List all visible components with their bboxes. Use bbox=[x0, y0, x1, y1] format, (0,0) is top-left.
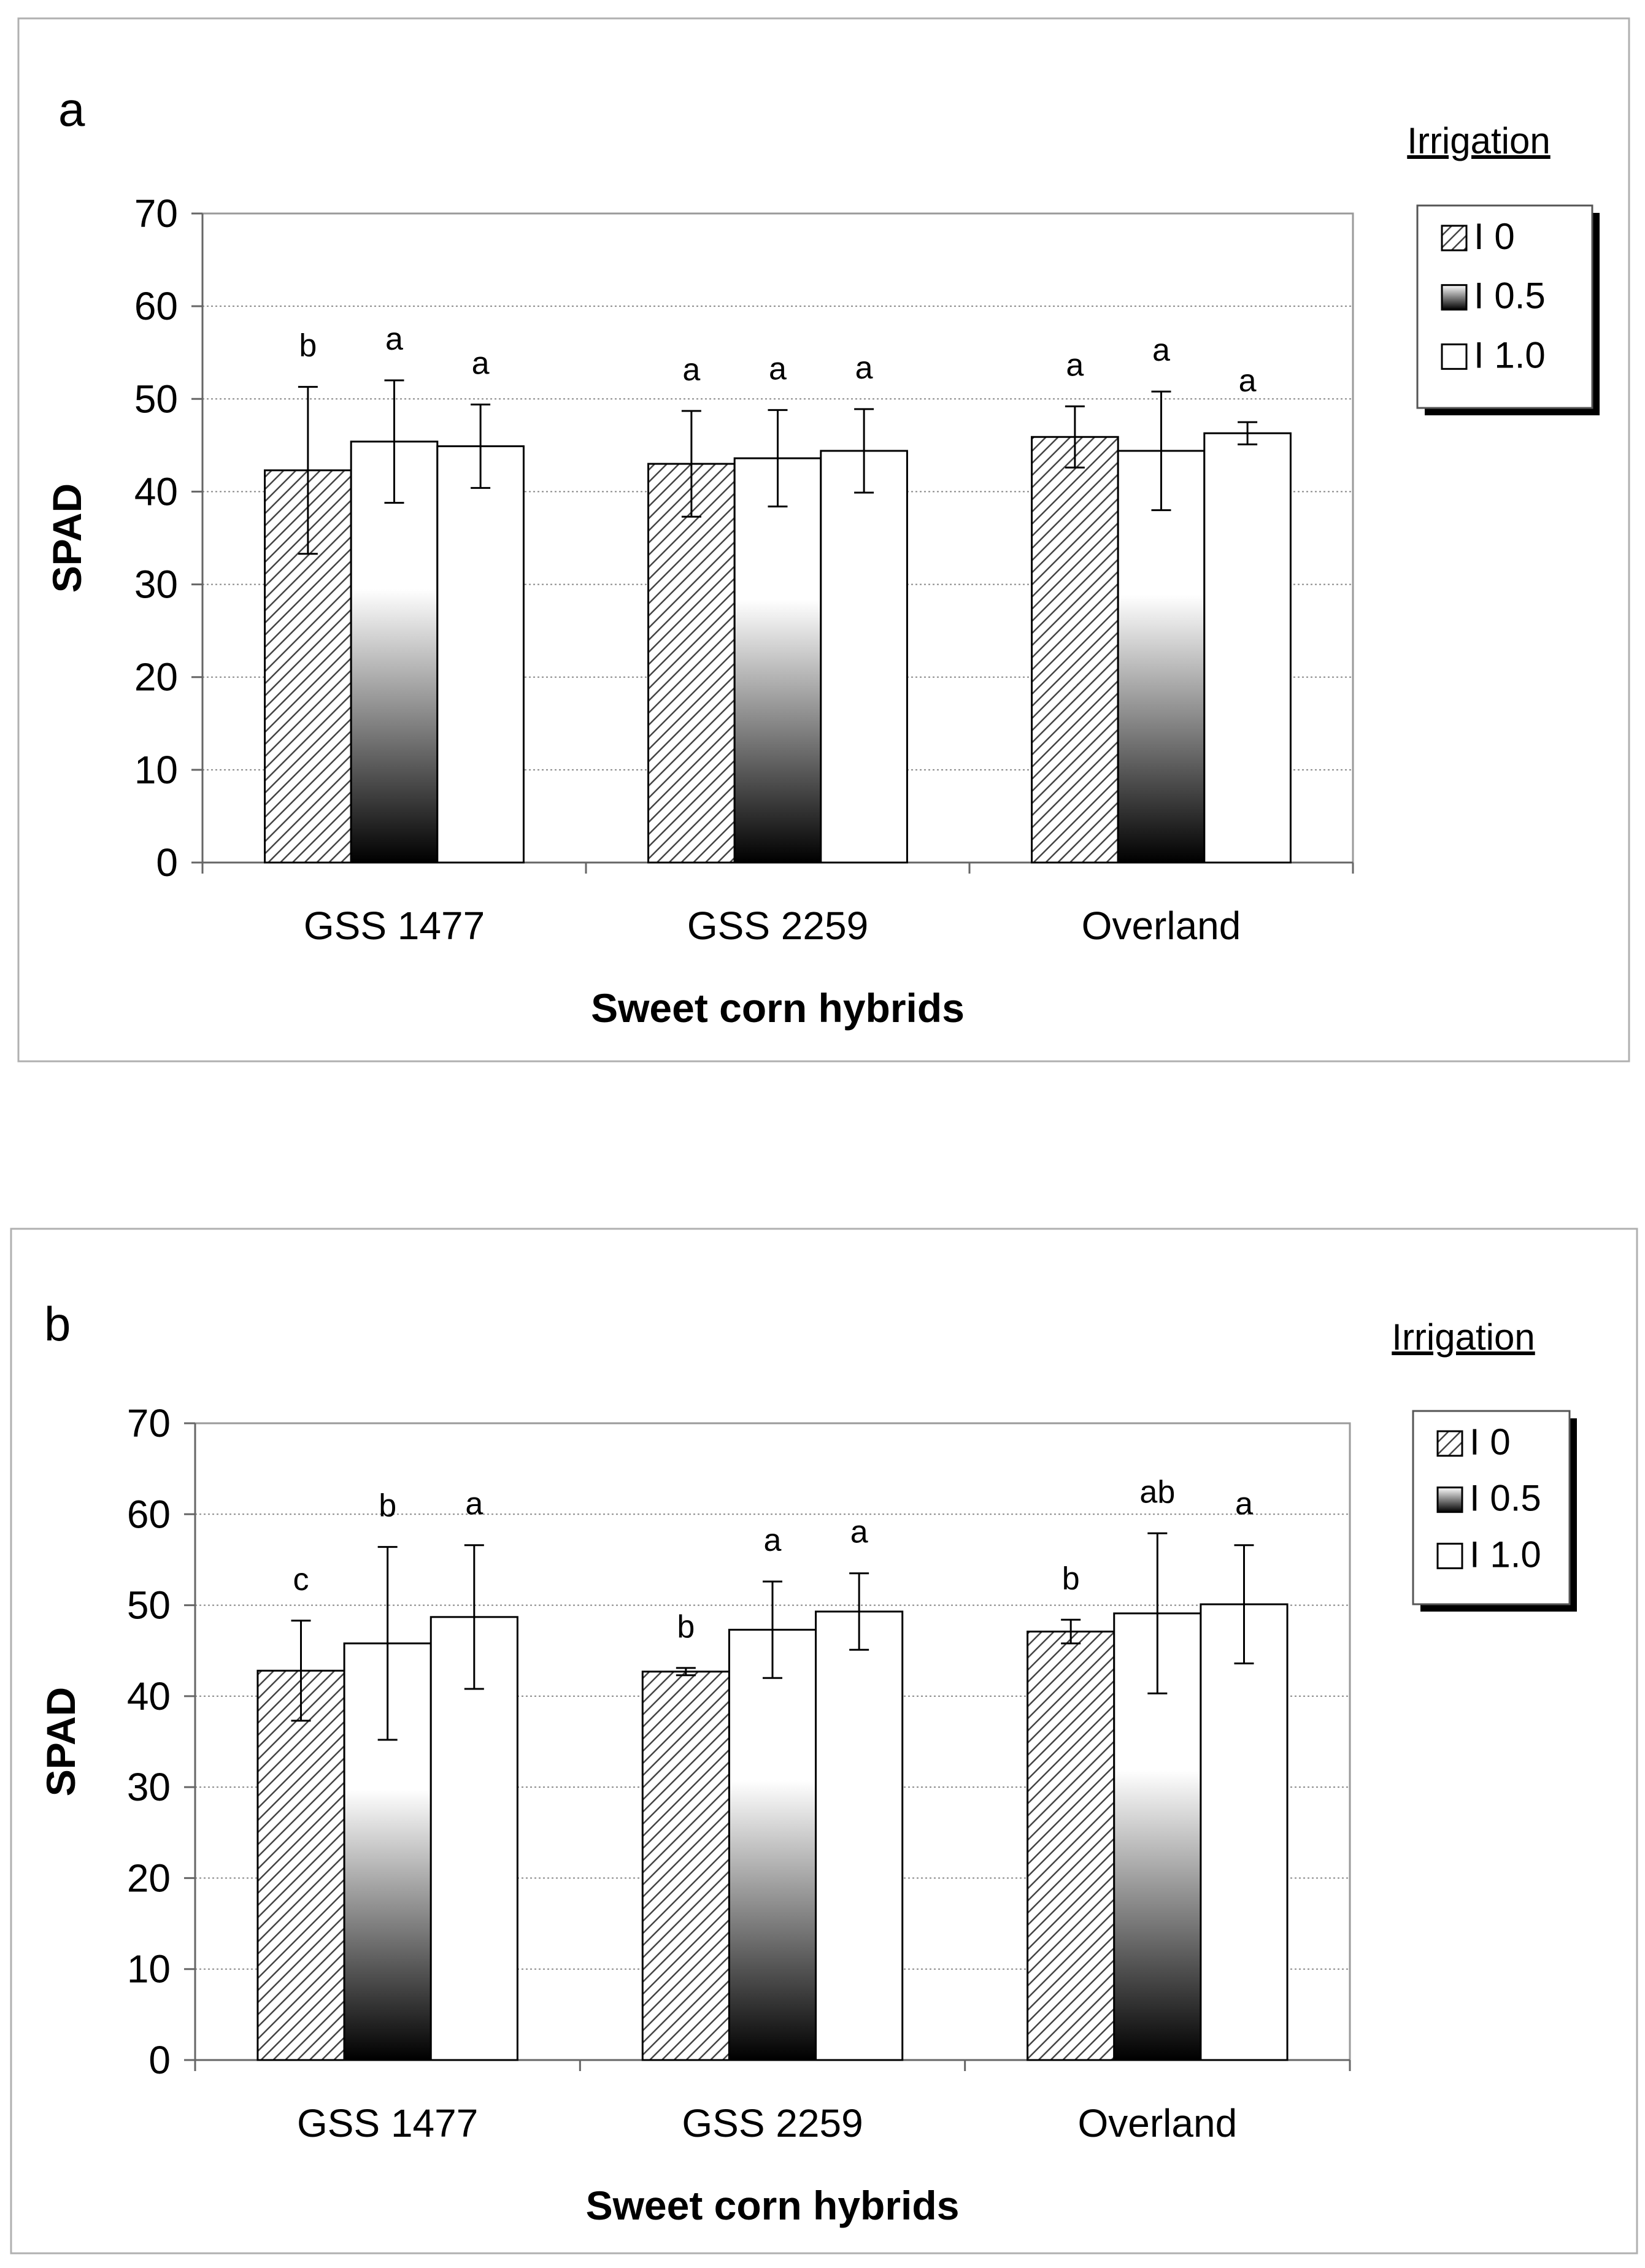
chart-panel-b: b 0 10 20 30 40 50 60 70 GSS 1477 c b a GSS 2259 b a a Ov… bbox=[10, 1228, 1638, 2255]
legend-label: I 1.0 bbox=[1474, 334, 1546, 375]
y-tick-label: 30 bbox=[134, 563, 178, 607]
bar bbox=[641, 1670, 730, 2061]
y-tick-label: 50 bbox=[134, 377, 178, 421]
y-tick-label: 70 bbox=[134, 191, 178, 236]
significance-letter: b bbox=[1062, 1561, 1080, 1596]
significance-letter: b bbox=[379, 1488, 396, 1524]
panel-letter: a bbox=[58, 82, 85, 136]
bar bbox=[256, 1669, 345, 2061]
significance-letter: a bbox=[465, 1486, 483, 1522]
y-tick-label: 50 bbox=[127, 1583, 171, 1628]
legend-swatch bbox=[1441, 343, 1468, 370]
legend-label: I 0 bbox=[1470, 1421, 1511, 1463]
legend-label: I 1.0 bbox=[1470, 1534, 1541, 1575]
x-tick-label: GSS 1477 bbox=[304, 904, 485, 948]
x-axis-label: Sweet corn hybrids bbox=[586, 2183, 960, 2228]
significance-letter: c bbox=[293, 1562, 309, 1597]
x-tick-label: GSS 1477 bbox=[297, 2101, 478, 2145]
y-tick-label: 60 bbox=[127, 1492, 171, 1536]
significance-letter: ab bbox=[1139, 1474, 1175, 1510]
significance-letter: a bbox=[850, 1515, 868, 1550]
legend-swatch bbox=[1441, 225, 1468, 252]
y-tick-label: 0 bbox=[156, 840, 178, 885]
significance-letter: a bbox=[1152, 333, 1170, 368]
bar bbox=[1200, 1603, 1289, 2061]
y-tick-label: 40 bbox=[134, 469, 178, 513]
significance-letter: a bbox=[764, 1523, 782, 1558]
chart-panel-a: a 0 10 20 30 40 50 60 70 GSS 1477 b a a GSS 2259 a a a Ov… bbox=[17, 17, 1630, 1063]
significance-letter: a bbox=[769, 351, 787, 386]
legend-swatch bbox=[1436, 1542, 1463, 1569]
y-tick-label: 30 bbox=[127, 1765, 171, 1809]
legend-title: Irrigation bbox=[1407, 120, 1550, 161]
bar bbox=[1203, 432, 1292, 864]
y-tick-label: 60 bbox=[134, 284, 178, 328]
bar bbox=[264, 469, 352, 864]
bar bbox=[1027, 1631, 1115, 2061]
legend-swatch bbox=[1436, 1430, 1463, 1457]
bar bbox=[820, 450, 908, 864]
bar bbox=[733, 457, 822, 864]
y-tick-label: 10 bbox=[127, 1947, 171, 1991]
legend-swatch bbox=[1436, 1486, 1463, 1513]
legend-label: I 0 bbox=[1474, 216, 1515, 257]
significance-letter: a bbox=[682, 352, 700, 388]
y-tick-label: 0 bbox=[148, 2038, 171, 2082]
bar bbox=[1117, 450, 1206, 864]
bar bbox=[430, 1616, 518, 2061]
significance-letter: b bbox=[299, 328, 317, 364]
y-axis-label: SPAD bbox=[38, 1687, 83, 1796]
y-tick-label: 40 bbox=[127, 1674, 171, 1718]
y-tick-label: 70 bbox=[127, 1401, 171, 1445]
legend-label: I 0.5 bbox=[1474, 275, 1546, 317]
bar bbox=[436, 445, 525, 864]
x-tick-label: Overland bbox=[1077, 2101, 1237, 2145]
y-tick-label: 20 bbox=[127, 1856, 171, 1900]
legend-swatch bbox=[1441, 284, 1468, 311]
significance-letter: a bbox=[472, 345, 490, 381]
x-tick-label: GSS 2259 bbox=[682, 2101, 863, 2145]
bar bbox=[647, 463, 736, 864]
bar bbox=[728, 1629, 817, 2061]
y-tick-label: 10 bbox=[134, 748, 178, 792]
x-tick-label: Overland bbox=[1082, 904, 1241, 948]
bar bbox=[350, 440, 439, 864]
significance-letter: a bbox=[385, 321, 403, 357]
significance-letter: b bbox=[677, 1609, 695, 1645]
y-axis-label: SPAD bbox=[44, 483, 90, 593]
significance-letter: a bbox=[1239, 363, 1257, 399]
significance-letter: a bbox=[1066, 347, 1084, 383]
significance-letter: a bbox=[855, 350, 873, 386]
legend-label: I 0.5 bbox=[1470, 1478, 1541, 1519]
significance-letter: a bbox=[1235, 1486, 1253, 1522]
x-tick-label: GSS 2259 bbox=[687, 904, 868, 948]
legend-title: Irrigation bbox=[1392, 1317, 1535, 1358]
y-tick-label: 20 bbox=[134, 655, 178, 699]
x-axis-label: Sweet corn hybrids bbox=[591, 985, 965, 1031]
bar bbox=[815, 1610, 904, 2061]
bar bbox=[1031, 436, 1119, 864]
panel-letter: b bbox=[44, 1297, 71, 1351]
